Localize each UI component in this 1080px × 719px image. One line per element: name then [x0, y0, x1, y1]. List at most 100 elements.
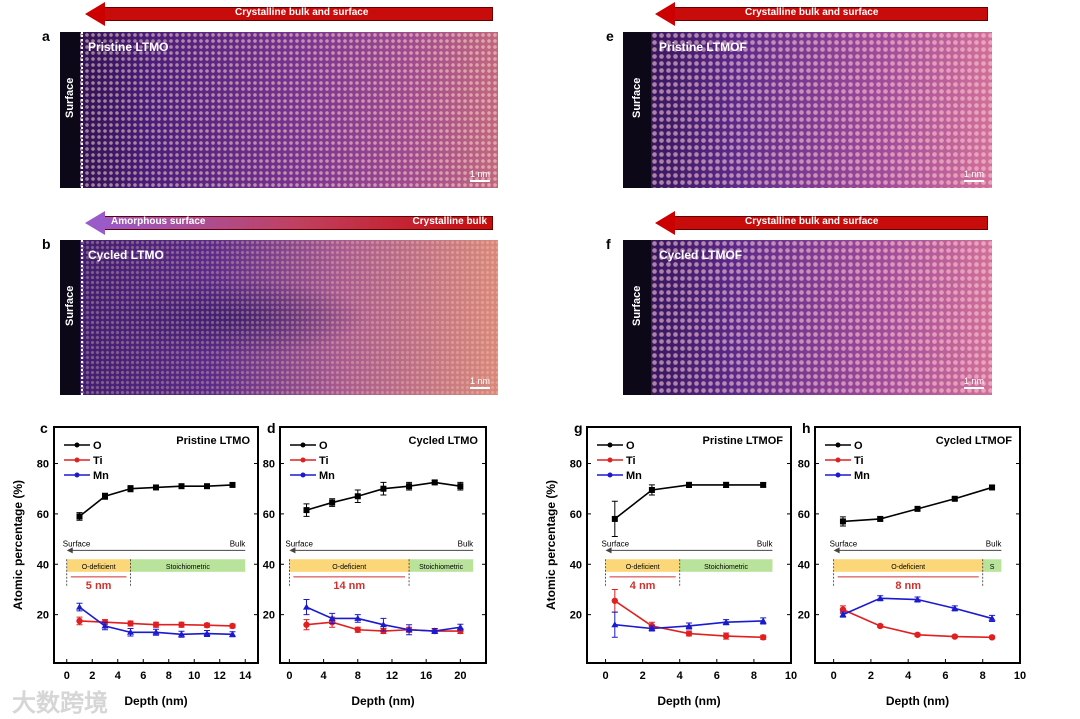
data-point: [302, 603, 310, 610]
x-tick-label: 14: [239, 670, 252, 682]
x-tick-label: 0: [286, 670, 292, 682]
crystalline-arrow-a: Crystalline bulk and surface: [85, 2, 493, 26]
panel-label-g: g: [574, 420, 583, 436]
surface-label: Surface: [602, 539, 630, 548]
panel-label-d: d: [267, 420, 276, 436]
chart-title: Pristine LTMO: [176, 435, 250, 447]
legend-marker: [74, 457, 80, 463]
series-line-O: [842, 486, 993, 523]
series-O: [76, 481, 236, 521]
x-tick-label: 10: [785, 670, 797, 682]
data-point: [722, 632, 730, 640]
chart-title: Cycled LTMOF: [936, 435, 1012, 447]
image-title: Pristine LTMOF: [659, 40, 747, 54]
x-tick-label: 8: [355, 670, 361, 682]
arrow-label: Crystalline bulk and surface: [745, 7, 879, 18]
legend-marker: [835, 472, 841, 478]
legend-label-Mn: Mn: [93, 470, 109, 482]
data-point: [951, 633, 958, 640]
scale-bar: 1 nm: [469, 376, 490, 389]
data-point: [203, 630, 211, 637]
x-tick-label: 0: [602, 670, 608, 682]
data-point: [229, 630, 236, 637]
image-title: Pristine LTMO: [88, 40, 169, 54]
chart-title: Cycled LTMO: [409, 435, 479, 447]
series-O: [611, 481, 767, 538]
stem-image-cycled-ltmof: Surface Cycled LTMOF 1 nm: [623, 240, 992, 395]
legend-label-Ti: Ti: [854, 455, 864, 467]
data-point: [152, 621, 160, 628]
x-tick-label: 6: [714, 670, 720, 682]
series-O: [839, 484, 996, 527]
bulk-label: Bulk: [986, 539, 1003, 548]
bulk-label: Bulk: [230, 539, 247, 548]
depth-label: 5 nm: [86, 580, 112, 592]
data-point: [648, 624, 656, 631]
data-point: [685, 622, 693, 629]
legend-label-O: O: [626, 440, 635, 452]
stem-image-pristine-ltmo: Surface Pristine LTMO 1 nm: [60, 32, 498, 188]
legend-marker: [607, 472, 613, 478]
data-point: [457, 483, 464, 490]
legend-marker: [74, 442, 80, 448]
legend-marker: [835, 457, 841, 463]
x-axis-label: Depth (nm): [124, 694, 187, 708]
data-point: [611, 621, 619, 628]
legend-marker: [74, 472, 80, 478]
x-tick-label: 8: [166, 670, 172, 682]
data-point: [951, 604, 959, 611]
stoichiometric-band: [679, 559, 773, 572]
legend-label-Ti: Ti: [626, 455, 636, 467]
data-point: [406, 483, 413, 490]
arrow-head-icon: [833, 547, 840, 554]
depth-label: 8 nm: [895, 580, 921, 592]
series-line-O: [614, 484, 764, 520]
legend-label-Mn: Mn: [319, 470, 335, 482]
data-point: [914, 596, 921, 603]
x-tick-label: 0: [831, 670, 837, 682]
x-tick-label: 8: [980, 670, 986, 682]
data-point: [329, 499, 336, 506]
data-point: [405, 626, 413, 633]
series-Ti: [611, 588, 767, 641]
legend-label-Mn: Mn: [854, 470, 870, 482]
x-tick-label: 2: [640, 670, 646, 682]
arrow-label: Crystalline bulk and surface: [745, 216, 879, 227]
data-point: [685, 630, 693, 637]
stoichiometric-band: [409, 559, 474, 572]
x-tick-label: 4: [905, 670, 912, 682]
data-point: [354, 626, 361, 633]
legend-marker: [607, 442, 613, 448]
y-tick-label: 20: [570, 610, 582, 622]
data-point: [759, 617, 767, 624]
y-tick-label: 80: [570, 459, 582, 471]
o-deficient-band: [605, 559, 680, 572]
series-Mn: [302, 599, 464, 636]
x-tick-label: 2: [89, 670, 95, 682]
chart-c: c O-deficient Stoichiometric 5 nm Surface Bul…: [11, 420, 259, 708]
data-point: [760, 481, 767, 488]
panel-label-e: e: [606, 28, 614, 44]
legend-marker: [300, 472, 306, 478]
x-tick-label: 2: [868, 670, 874, 682]
data-point: [101, 622, 109, 629]
x-tick-label: 16: [420, 670, 432, 682]
y-tick-label: 80: [798, 459, 810, 471]
zone2-label: Stoichiometric: [704, 564, 748, 571]
o-deficient-band: [833, 559, 983, 572]
x-tick-label: 6: [942, 670, 948, 682]
legend-label-O: O: [93, 440, 102, 452]
legend-label-Mn: Mn: [626, 470, 642, 482]
legend-label-O: O: [854, 440, 863, 452]
series-Mn: [611, 611, 767, 638]
y-tick-label: 60: [263, 509, 275, 521]
y-axis-label: Atomic percentage (%): [544, 480, 558, 610]
x-tick-label: 4: [677, 670, 684, 682]
x-tick-label: 10: [188, 670, 200, 682]
y-tick-label: 60: [37, 509, 49, 521]
arrow-label-left: Amorphous surface: [111, 216, 206, 227]
chart-title: Pristine LTMOF: [703, 435, 784, 447]
data-point: [951, 495, 958, 502]
series-Ti: [839, 605, 996, 641]
x-tick-label: 20: [454, 670, 466, 682]
